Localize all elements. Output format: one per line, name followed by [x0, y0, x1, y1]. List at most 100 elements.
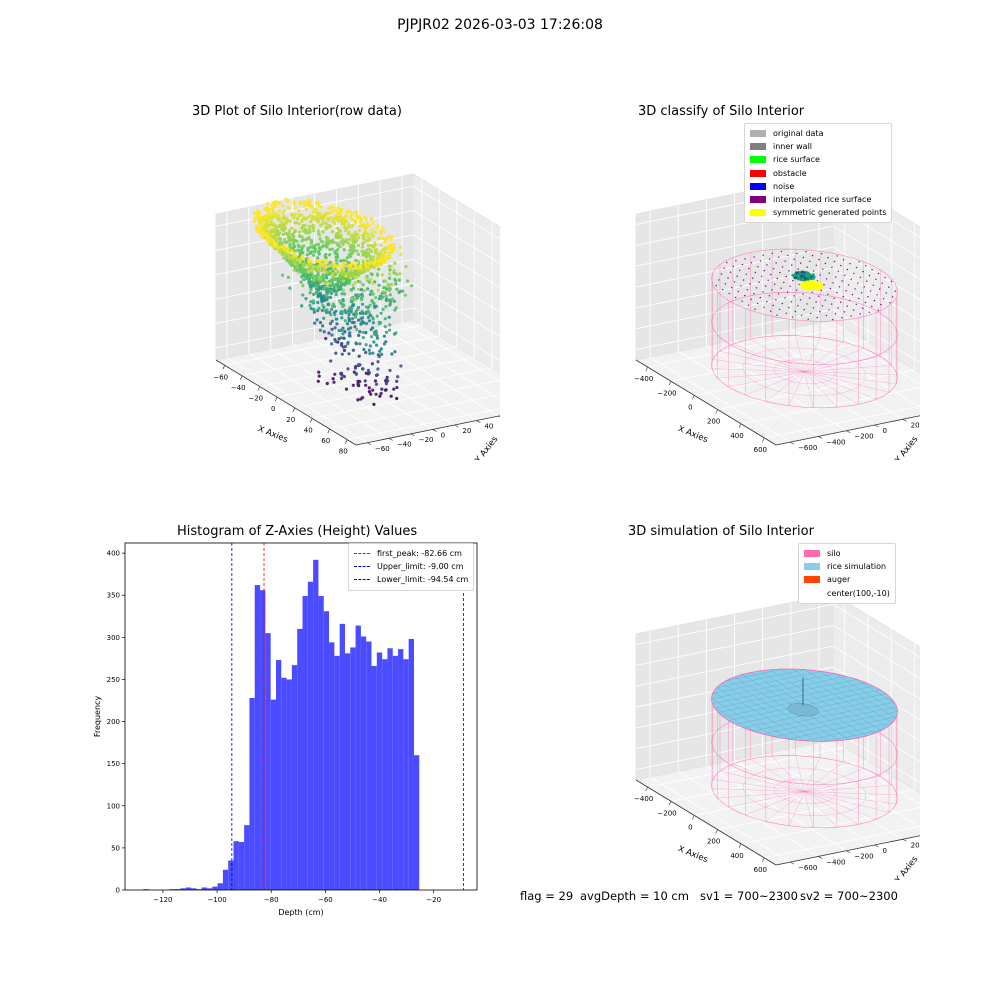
raw-data-point: [323, 282, 327, 286]
interpolated-surface-point: [779, 308, 781, 311]
raw-data-point: [322, 330, 326, 334]
raw-data-point: [318, 328, 322, 332]
interpolated-surface-point: [803, 308, 805, 311]
classify-x-tick-label: −400: [634, 375, 653, 383]
classify-legend: original data inner wall rice surface obsta…: [744, 123, 893, 224]
interpolated-surface-point: [824, 262, 827, 265]
histogram-bar: [169, 889, 176, 890]
interpolated-surface-point: [732, 265, 734, 268]
classify-grid-z: [635, 267, 920, 322]
figure-suptitle: PJPJR02 2026-03-03 17:26:08: [397, 17, 603, 33]
raw-grid-x: [312, 379, 500, 419]
raw-data-point: [321, 240, 325, 244]
raw-data-point: [350, 218, 355, 222]
raw-data-point: [309, 306, 313, 311]
raw-data-point: [364, 330, 368, 335]
interpolated-surface-point: [827, 257, 829, 259]
simulation-grid-y: [734, 614, 875, 846]
raw-data-point: [354, 220, 358, 224]
footer-flag: flag = 29: [520, 889, 574, 903]
raw-data-point: [382, 342, 386, 346]
raw-data-point: [287, 229, 292, 233]
raw-data-point: [354, 372, 358, 376]
interpolated-surface-point: [829, 287, 832, 290]
raw-grid-z: [215, 258, 500, 313]
rice-mesh-line: [780, 669, 882, 731]
simulation-grid-x: [694, 629, 892, 816]
simulation-grid-y: [762, 608, 903, 840]
raw-data-point: [290, 226, 294, 230]
interpolated-surface-point: [785, 312, 787, 314]
interpolated-surface-point: [741, 300, 743, 302]
simulation-y-tick: [846, 850, 851, 853]
raw-x-tick-label: 80: [339, 448, 348, 456]
raw-data-point: [367, 390, 371, 394]
interpolated-surface-point: [750, 262, 753, 264]
raw-data-point: [383, 388, 387, 392]
raw-data-point: [348, 210, 352, 214]
histogram-x-axis-label: Depth (cm): [278, 908, 323, 917]
rice-mesh-line: [762, 706, 897, 735]
raw-y-tick-label: −20: [419, 436, 434, 444]
raw-data-point: [357, 228, 361, 233]
interpolated-surface-point: [871, 269, 873, 271]
raw-data-point: [318, 213, 322, 217]
raw-data-point: [401, 289, 405, 293]
interpolated-surface-point: [761, 275, 763, 278]
interpolated-surface-point: [849, 299, 851, 302]
raw-x-tick-label: 0: [271, 405, 275, 413]
simulation-grid-z: [635, 624, 920, 679]
classify-silo-floor-spoke: [712, 359, 805, 372]
interpolated-surface-point: [816, 316, 818, 319]
raw-data-point: [324, 336, 328, 341]
raw-data-point: [333, 313, 337, 317]
raw-data-point: [356, 233, 360, 237]
interpolated-surface-point: [815, 264, 817, 266]
raw-data-point: [331, 377, 335, 381]
raw-grid-x: [277, 211, 475, 398]
raw-data-point: [371, 292, 375, 296]
raw-data-point: [330, 229, 335, 234]
raw-data-point: [375, 343, 379, 347]
interpolated-surface-point: [767, 279, 769, 281]
raw-data-point: [334, 241, 338, 245]
interpolated-surface-point: [793, 258, 795, 260]
raw-data-point: [281, 204, 285, 208]
raw-data-point: [355, 275, 359, 279]
raw-data-point: [384, 305, 388, 309]
interpolated-surface-point: [742, 279, 745, 281]
interpolated-surface-point: [759, 260, 762, 262]
raw-data-point: [410, 284, 414, 288]
raw-data-point: [321, 303, 325, 307]
interpolated-surface-point: [754, 271, 756, 274]
raw-grid-y: [314, 194, 455, 426]
raw-data-point: [384, 279, 388, 283]
raw-data-point: [358, 379, 362, 384]
raw-data-point: [308, 303, 312, 307]
raw-data-point: [308, 229, 312, 233]
classify-x-tick: [762, 437, 765, 443]
raw-data-point: [355, 249, 359, 253]
interpolated-surface-point: [787, 254, 789, 257]
raw-data-point: [306, 215, 310, 219]
interpolated-surface-point: [720, 273, 723, 275]
histogram-bar: [302, 596, 308, 890]
raw-data-point: [335, 252, 339, 256]
interpolated-surface-point: [821, 305, 824, 307]
raw-data-point: [392, 268, 396, 273]
raw-data-point: [353, 264, 357, 268]
simulation-silo-floor-spoke: [712, 779, 805, 792]
interpolated-surface-point: [891, 296, 894, 298]
interpolated-surface-point: [855, 303, 857, 305]
raw-data-point: [303, 272, 307, 276]
raw-data-point: [331, 276, 335, 280]
raw-grid-y: [401, 176, 500, 383]
raw-y-tick-label: 0: [441, 431, 445, 439]
classify-legend-item: original data: [750, 127, 886, 140]
raw-data-point: [311, 274, 315, 278]
raw-data-point: [317, 233, 321, 237]
classify-silo-floor-spoke: [745, 371, 805, 396]
classify-silo-floor-spoke: [719, 350, 805, 372]
raw-data-point: [386, 255, 390, 259]
raw-data-point: [404, 265, 408, 269]
